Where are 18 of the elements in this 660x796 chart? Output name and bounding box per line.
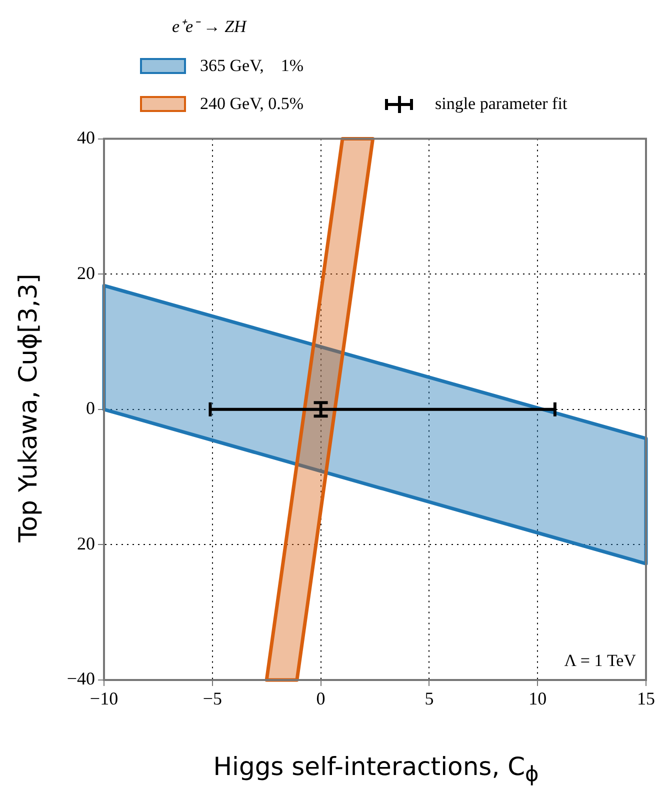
y-tick-label: 20 [77,533,95,554]
x-tick-label: 15 [637,688,655,709]
y-axis-title: Top Yukawa, Cuϕ[3,3] [14,274,42,542]
x-axis-title: Higgs self-interactions, C$_{ϕ}$ [212,752,540,786]
y-tick-label: 0 [86,398,95,418]
annotation: Λ = 1 TeV [564,650,637,670]
y-tick-label: −40 [66,668,95,689]
legend-label: single parameter fit [435,94,568,114]
y-tick-label: 20 [77,262,95,283]
legend-title: e⁺e⁻ → ZH [172,16,246,37]
x-tick-label: 0 [316,688,326,709]
legend-label: 365 GeV, 1% [200,56,304,76]
x-tick-label: −10 [90,688,118,709]
y-tick-label: 40 [77,128,95,148]
x-tick-label: −5 [202,688,222,709]
x-tick-label: 5 [424,688,434,709]
x-tick-label: 10 [528,688,547,709]
legend-label: 240 GeV, 0.5% [200,94,304,114]
